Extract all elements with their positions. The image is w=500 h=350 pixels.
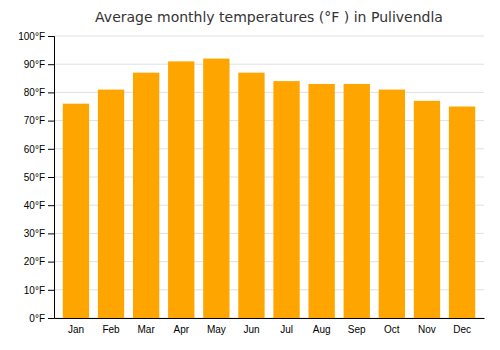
y-tick: 60°F <box>24 144 54 155</box>
y-tick-mark <box>48 36 54 37</box>
y-tick-mark <box>48 262 54 263</box>
x-axis-line <box>55 318 485 319</box>
bar <box>308 84 334 318</box>
bar <box>273 81 299 318</box>
x-tick: Nov <box>418 324 436 335</box>
y-tick-label: 90°F <box>24 59 45 70</box>
x-tick: Feb <box>102 324 120 335</box>
y-tick: 40°F <box>24 200 54 211</box>
y-tick-label: 20°F <box>24 256 45 267</box>
x-tick-label: Jul <box>280 324 293 335</box>
y-tick: 10°F <box>24 285 54 296</box>
y-tick-label: 60°F <box>24 144 45 155</box>
grid-line <box>54 64 484 65</box>
grid-line <box>54 36 484 37</box>
bar <box>449 107 475 319</box>
y-tick-mark <box>48 149 54 150</box>
x-tick-label: Jun <box>243 324 259 335</box>
y-tick-mark <box>48 290 54 291</box>
y-tick-mark <box>48 318 54 319</box>
y-tick-label: 40°F <box>24 200 45 211</box>
chart-container: Average monthly temperatures (°F ) in Pu… <box>0 0 500 350</box>
bar <box>168 61 194 318</box>
x-tick-label: Nov <box>418 324 436 335</box>
y-tick-mark <box>48 64 54 65</box>
x-tick-label: Feb <box>102 324 120 335</box>
x-tick-label: May <box>207 324 226 335</box>
y-tick: 0°F <box>29 313 54 324</box>
x-tick: Sep <box>348 324 366 335</box>
x-tick-label: Dec <box>453 324 471 335</box>
y-tick: 70°F <box>24 115 54 126</box>
x-tick-label: Sep <box>348 324 366 335</box>
y-tick: 30°F <box>24 228 54 239</box>
bar <box>379 90 405 318</box>
y-tick-mark <box>48 205 54 206</box>
x-tick: Aug <box>313 324 331 335</box>
x-tick: Oct <box>384 324 400 335</box>
y-tick-label: 70°F <box>24 115 45 126</box>
y-tick: 50°F <box>24 172 54 183</box>
x-tick: Mar <box>138 324 156 335</box>
x-tick: Dec <box>453 324 471 335</box>
y-tick: 100°F <box>18 31 54 42</box>
grid <box>54 36 484 318</box>
x-tick-label: Mar <box>138 324 156 335</box>
x-tick-label: Jan <box>68 324 84 335</box>
y-tick-mark <box>48 121 54 122</box>
x-tick-label: Aug <box>313 324 331 335</box>
y-tick-label: 10°F <box>24 285 45 296</box>
y-tick-label: 30°F <box>24 228 45 239</box>
bar <box>238 73 264 318</box>
bar <box>63 104 89 318</box>
y-tick-mark <box>48 233 54 234</box>
y-tick: 20°F <box>24 256 54 267</box>
y-tick-label: 80°F <box>24 87 45 98</box>
bar <box>414 101 440 318</box>
x-tick: Jan <box>68 324 84 335</box>
x-tick: Apr <box>173 324 189 335</box>
x-axis: Jan Feb Mar Apr May Jun Jul Aug Sep Oct Nov Dec <box>55 319 485 336</box>
y-tick-label: 0°F <box>29 313 45 324</box>
bar <box>98 90 124 318</box>
x-tick-label: Apr <box>173 324 189 335</box>
x-tick: Jul <box>280 324 293 335</box>
y-tick: 90°F <box>24 59 54 70</box>
y-axis-line <box>48 37 55 319</box>
chart-svg: Average monthly temperatures (°F ) in Pu… <box>0 0 500 350</box>
y-tick-mark <box>48 92 54 93</box>
x-tick: May <box>207 324 226 335</box>
x-tick-label: Oct <box>384 324 400 335</box>
y-axis: 0°F 10°F 20°F 30°F 40°F 50°F 60°F 70°F 80°F 90°F 1… <box>18 31 54 324</box>
y-tick-label: 100°F <box>18 31 45 42</box>
bar <box>203 59 229 318</box>
bar <box>344 84 370 318</box>
plot-area <box>63 59 475 318</box>
x-tick: Jun <box>243 324 259 335</box>
bar <box>133 73 159 318</box>
y-tick-mark <box>48 177 54 178</box>
y-tick: 80°F <box>24 87 54 98</box>
y-tick-label: 50°F <box>24 172 45 183</box>
chart-title: Average monthly temperatures (°F ) in Pu… <box>95 9 443 25</box>
